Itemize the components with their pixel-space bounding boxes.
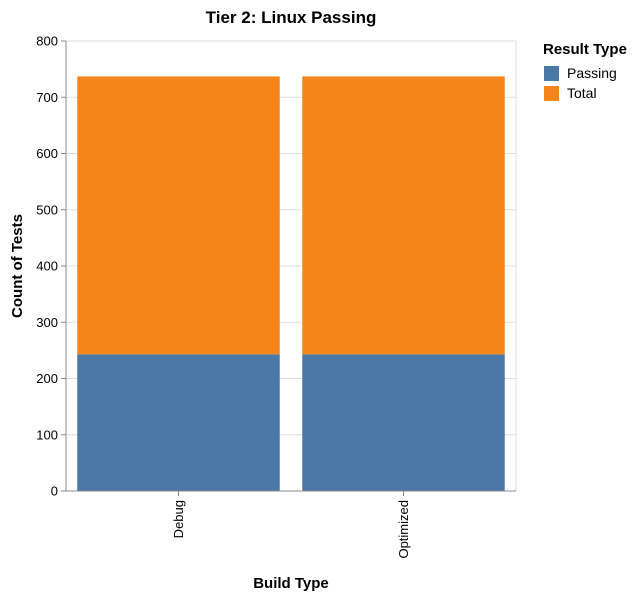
bar-total-optimized bbox=[302, 76, 505, 355]
legend: Result Type Passing Total bbox=[543, 41, 627, 101]
legend-label-passing: Passing bbox=[567, 65, 617, 81]
chart-title: Tier 2: Linux Passing bbox=[206, 8, 377, 27]
y-tick-label: 500 bbox=[36, 202, 58, 217]
y-axis-title: Count of Tests bbox=[9, 214, 26, 318]
legend-label-total: Total bbox=[567, 85, 597, 101]
bar-total-debug bbox=[77, 76, 280, 355]
y-tick-label: 200 bbox=[36, 371, 58, 386]
y-tick-label: 300 bbox=[36, 315, 58, 330]
y-tick-label: 400 bbox=[36, 259, 58, 274]
y-tick-label: 700 bbox=[36, 90, 58, 105]
x-tick-label: Optimized bbox=[396, 500, 411, 559]
axes: 0 100 200 300 400 500 600 700 800 Debug Optimized bbox=[36, 34, 516, 559]
x-axis-title: Build Type bbox=[253, 575, 329, 592]
bars bbox=[77, 76, 505, 491]
bar-passing-optimized bbox=[302, 354, 505, 491]
bar-passing-debug bbox=[77, 354, 280, 491]
legend-swatch-passing bbox=[544, 66, 559, 81]
y-tick-label: 800 bbox=[36, 34, 58, 49]
y-tick-label: 100 bbox=[36, 427, 58, 442]
legend-swatch-total bbox=[544, 86, 559, 101]
x-tick-label: Debug bbox=[171, 500, 186, 538]
y-tick-label: 600 bbox=[36, 146, 58, 161]
y-tick-label: 0 bbox=[51, 484, 58, 499]
legend-title: Result Type bbox=[543, 41, 627, 58]
